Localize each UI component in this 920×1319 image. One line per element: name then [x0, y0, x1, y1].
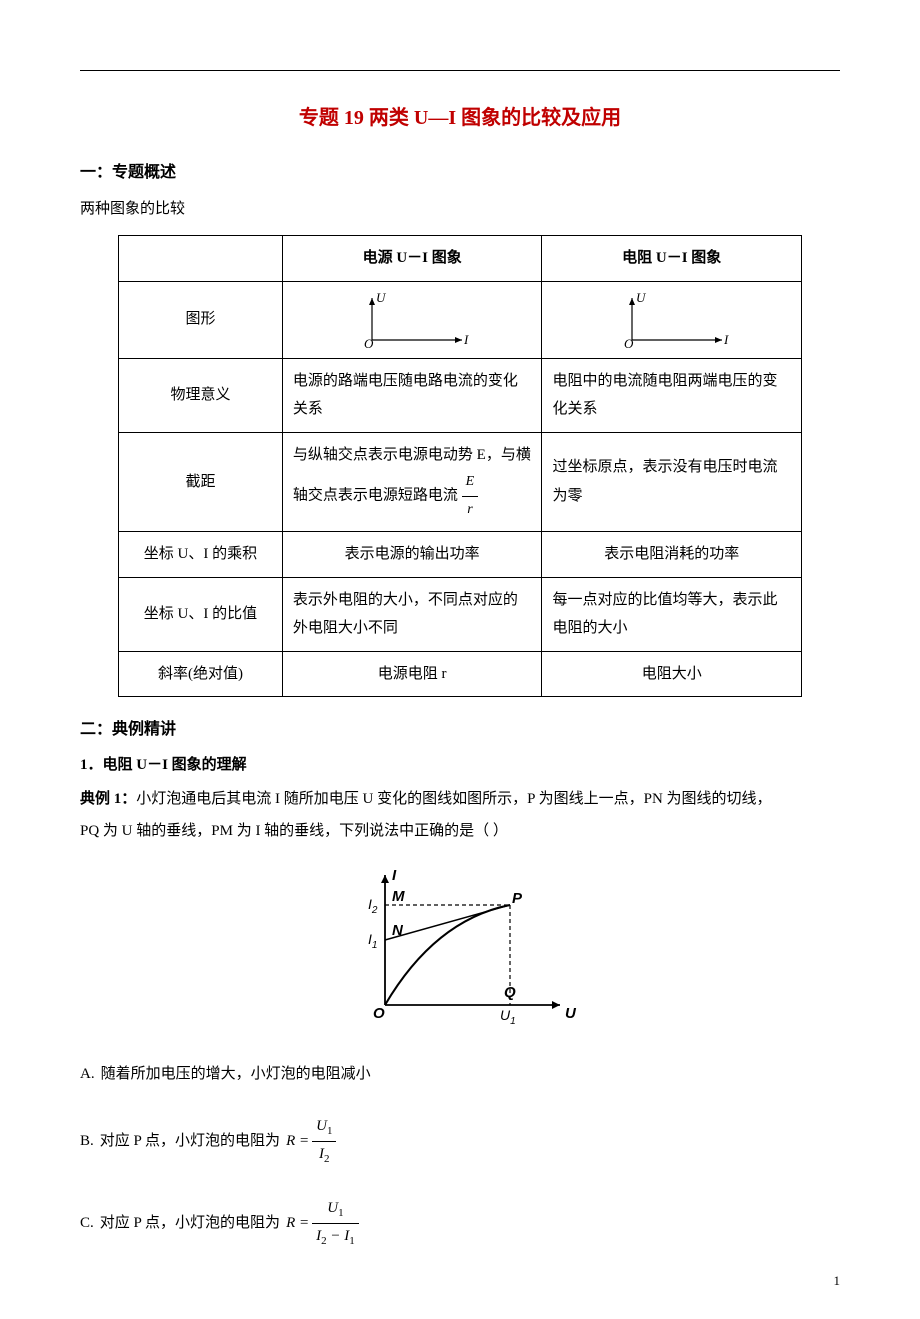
- top-rule: [80, 70, 840, 71]
- row-product-resistor: 表示电阻消耗的功率: [542, 532, 802, 578]
- row-product-label: 坐标 U、I 的乘积: [119, 532, 283, 578]
- svg-text:Q: Q: [504, 984, 516, 1001]
- th-blank: [119, 236, 283, 282]
- frac-den: r: [462, 497, 479, 524]
- row-intercept-label: 截距: [119, 432, 283, 532]
- svg-text:I: I: [463, 332, 469, 347]
- option-a: A. 随着所加电压的增大，小灯泡的电阻减小: [80, 1062, 840, 1086]
- row-figure-label: 图形: [119, 281, 283, 358]
- table-row: 物理意义 电源的路端电压随电路电流的变化关系 电阻中的电流随电阻两端电压的变化关…: [119, 358, 802, 432]
- row-meaning-label: 物理意义: [119, 358, 283, 432]
- row-intercept-source: 与纵轴交点表示电源电动势 E，与横轴交点表示电源短路电流 E r: [282, 432, 542, 532]
- th-source-text: 电源 U－I 图象: [363, 250, 462, 266]
- th-resistor-text: 电阻 U－I 图象: [622, 250, 721, 266]
- option-a-text: 随着所加电压的增大，小灯泡的电阻减小: [101, 1062, 371, 1086]
- svg-text:I2: I2: [368, 896, 378, 916]
- svg-text:I1: I1: [368, 931, 377, 951]
- fraction-E-over-r: E r: [462, 469, 479, 523]
- svg-text:U1: U1: [500, 1007, 516, 1027]
- table-row: 坐标 U、I 的比值 表示外电阻的大小，不同点对应的外电阻大小不同 每一点对应的…: [119, 577, 802, 651]
- example-label: 典例 1：: [80, 791, 136, 807]
- comparison-table: 电源 U－I 图象 电阻 U－I 图象 图形 O U I: [118, 235, 802, 697]
- option-b-key: B.: [80, 1129, 94, 1153]
- frac-num: U1: [312, 1196, 359, 1224]
- option-c-lhs: R =: [286, 1211, 309, 1235]
- row-slope-source: 电源电阻 r: [282, 651, 542, 697]
- table-row: 截距 与纵轴交点表示电源电动势 E，与横轴交点表示电源短路电流 E r 过坐标原…: [119, 432, 802, 532]
- option-b-fraction: U1 I2: [312, 1114, 336, 1168]
- svg-text:U: U: [565, 1005, 577, 1022]
- svg-text:U: U: [636, 290, 647, 305]
- frac-den: I2: [312, 1142, 336, 1169]
- svg-text:O: O: [364, 336, 374, 350]
- row-figure-source: O U I: [282, 281, 542, 358]
- svg-text:I: I: [723, 332, 729, 347]
- svg-text:U: U: [376, 290, 387, 305]
- option-b: B. 对应 P 点，小灯泡的电阻为 R = U1 I2: [80, 1114, 840, 1168]
- th-resistor: 电阻 U－I 图象: [542, 236, 802, 282]
- section-2-heading: 二：典例精讲: [80, 715, 840, 739]
- section-2-sub: 1．电阻 U－I 图象的理解: [80, 753, 840, 774]
- row-meaning-resistor: 电阻中的电流随电阻两端电压的变化关系: [542, 358, 802, 432]
- row-ratio-source: 表示外电阻的大小，不同点对应的外电阻大小不同: [282, 577, 542, 651]
- frac-num: E: [462, 469, 479, 497]
- axes-icon: O U I: [352, 290, 472, 350]
- iv-curve-graph: O U I P Q M N I2 I1 U1: [340, 865, 580, 1035]
- option-c-fraction: U1 I2 − I1: [312, 1196, 359, 1250]
- example-text-1: 小灯泡通电后其电流 I 随所加电压 U 变化的图线如图所示，P 为图线上一点，P…: [136, 791, 771, 807]
- th-source: 电源 U－I 图象: [282, 236, 542, 282]
- row-slope-source-text: 电源电阻 r: [378, 666, 447, 682]
- options-list: A. 随着所加电压的增大，小灯泡的电阻减小 B. 对应 P 点，小灯泡的电阻为 …: [80, 1062, 840, 1250]
- svg-text:M: M: [392, 888, 405, 905]
- option-b-text: 对应 P 点，小灯泡的电阻为: [100, 1129, 280, 1153]
- example-graph: O U I P Q M N I2 I1 U1: [80, 865, 840, 1040]
- section-1-heading: 一：专题概述: [80, 158, 840, 182]
- frac-num: U1: [312, 1114, 336, 1142]
- example-1: 典例 1：小灯泡通电后其电流 I 随所加电压 U 变化的图线如图所示，P 为图线…: [80, 784, 840, 847]
- option-a-key: A.: [80, 1062, 95, 1086]
- option-c-text: 对应 P 点，小灯泡的电阻为: [100, 1211, 280, 1235]
- table-row: 斜率(绝对值) 电源电阻 r 电阻大小: [119, 651, 802, 697]
- svg-text:I: I: [392, 867, 397, 884]
- option-c-key: C.: [80, 1211, 94, 1235]
- table-row: 图形 O U I O U: [119, 281, 802, 358]
- svg-text:O: O: [373, 1005, 385, 1022]
- page-title: 专题 19 两类 U—I 图象的比较及应用: [80, 101, 840, 130]
- row-ratio-label: 坐标 U、I 的比值: [119, 577, 283, 651]
- option-c: C. 对应 P 点，小灯泡的电阻为 R = U1 I2 − I1: [80, 1196, 840, 1250]
- table-row: 坐标 U、I 的乘积 表示电源的输出功率 表示电阻消耗的功率: [119, 532, 802, 578]
- section-1-sub: 两种图象的比较: [80, 196, 840, 223]
- table-row: 电源 U－I 图象 电阻 U－I 图象: [119, 236, 802, 282]
- row-slope-resistor: 电阻大小: [542, 651, 802, 697]
- page: 专题 19 两类 U—I 图象的比较及应用 一：专题概述 两种图象的比较 电源 …: [0, 0, 920, 1319]
- row-product-source: 表示电源的输出功率: [282, 532, 542, 578]
- axes-icon: O U I: [612, 290, 732, 350]
- row-intercept-source-text: 与纵轴交点表示电源电动势 E，与横轴交点表示电源短路电流: [293, 447, 531, 504]
- svg-text:P: P: [512, 890, 523, 907]
- row-slope-label: 斜率(绝对值): [119, 651, 283, 697]
- row-ratio-resistor: 每一点对应的比值均等大，表示此电阻的大小: [542, 577, 802, 651]
- frac-den: I2 − I1: [312, 1224, 359, 1251]
- svg-text:O: O: [624, 336, 634, 350]
- svg-text:N: N: [392, 922, 404, 939]
- row-figure-resistor: O U I: [542, 281, 802, 358]
- example-text-2: PQ 为 U 轴的垂线，PM 为 I 轴的垂线，下列说法中正确的是（ ）: [80, 823, 508, 839]
- row-meaning-source: 电源的路端电压随电路电流的变化关系: [282, 358, 542, 432]
- page-number: 1: [834, 1273, 841, 1289]
- row-intercept-resistor: 过坐标原点，表示没有电压时电流为零: [542, 432, 802, 532]
- option-b-lhs: R =: [286, 1129, 309, 1153]
